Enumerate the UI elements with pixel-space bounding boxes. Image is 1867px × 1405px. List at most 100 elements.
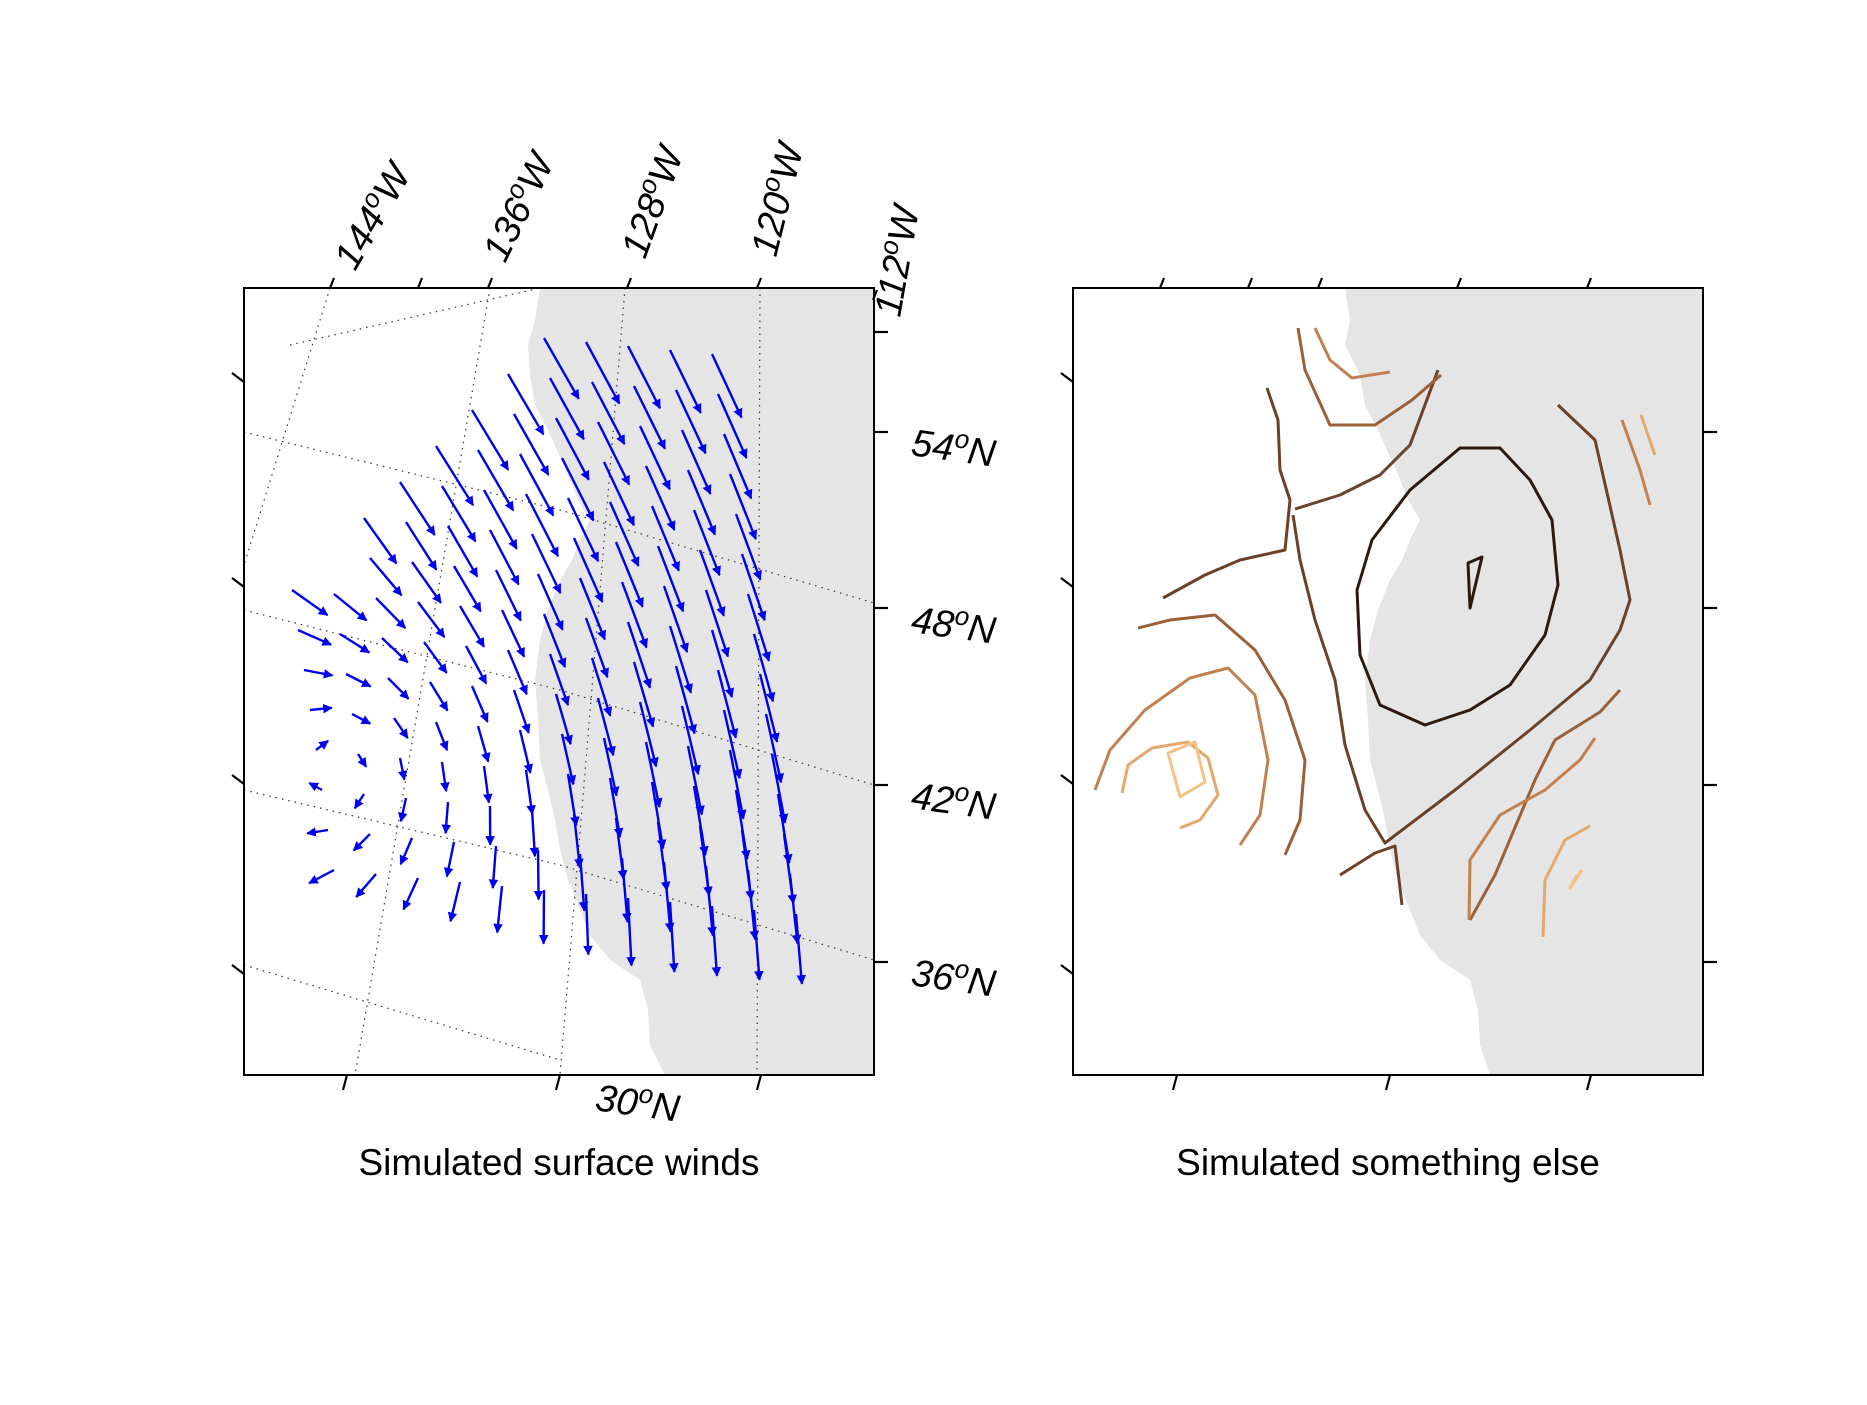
wind-arrow [596,421,631,486]
wind-arrow [488,529,520,586]
wind-arrow [590,657,613,717]
wind-arrow [387,677,410,700]
wind-arrow [524,493,560,558]
wind-arrow [578,853,589,912]
wind-arrow [608,501,640,567]
wind-arrow [447,881,462,923]
wind-arrow [375,597,407,629]
lat-label-36n: 36oN [909,947,999,1005]
wind-arrow [764,713,784,784]
wind-arrow [308,868,335,885]
wind-arrow [533,849,544,901]
wind-arrow [692,509,721,577]
wind-arrow [626,345,662,410]
wind-arrow [554,417,590,481]
lon-label-128w: 128oW [609,137,693,263]
contour-line [1355,446,1560,727]
wind-arrow [500,609,526,658]
right-map-panel: Simulated something else [1060,277,1717,1183]
wind-arrow [529,809,540,858]
wind-arrow [722,709,743,780]
wind-arrow [488,845,499,890]
wind-arrow [512,413,550,476]
wind-arrow [446,525,479,578]
wind-arrow [297,628,332,646]
wind-arrow [746,593,771,662]
wind-arrow [626,897,636,967]
wind-arrow [398,797,408,823]
wind-arrow [494,569,522,622]
wind-arrow [560,733,577,786]
wind-arrow [417,601,446,638]
wind-arrow [352,833,371,852]
wind-arrow [506,649,528,696]
wind-arrow [315,739,329,751]
wind-arrow [482,765,493,804]
wind-arrow [356,753,368,768]
wind-arrow [560,457,595,522]
wind-arrow [644,741,663,808]
wind-arrow [506,373,545,436]
contour-line [1294,369,1440,511]
lat-label-54n: 54oN [909,417,999,475]
wind-arrow [710,353,743,419]
wind-arrow [530,533,562,594]
wind-arrow [584,341,621,405]
wind-arrow [728,749,747,820]
contour-line [1313,327,1391,380]
wind-arrow [680,705,701,776]
wind-arrow [698,549,726,617]
wind-arrow [470,685,489,723]
wind-arrow [397,757,408,781]
wind-arrow [644,465,676,531]
wind-arrow [734,513,762,581]
contour-line [1093,666,1270,846]
wind-arrow [443,841,456,878]
wind-arrow [470,409,510,471]
wind-arrow [572,537,604,603]
wind-arrow [578,577,607,641]
wind-arrow [746,869,760,941]
wind-arrow [728,473,758,540]
wind-arrow [309,703,333,714]
wind-arrow [411,561,442,604]
wind-arrow [583,893,593,956]
contour-lines [1093,327,1657,938]
wind-arrow [542,613,567,668]
wind-arrow [308,781,323,792]
wind-arrow [554,693,573,746]
wind-arrow [518,453,555,517]
wind-arrow [674,665,697,735]
lon-ticks-top-left [328,277,879,301]
wind-arrow [632,385,667,450]
right-map-frame [1072,287,1704,1076]
wind-arrow [369,557,403,597]
wind-arrow [788,873,802,945]
wind-arrow [662,861,675,933]
wind-arrow [794,913,806,985]
wind-arrow [434,721,449,752]
wind-arrow [602,737,620,797]
wind-arrow [590,381,626,445]
lat-ticks-left [231,330,888,975]
contour-line [1162,387,1292,600]
lon-label-136w: 136oW [471,142,564,268]
wind-arrow [303,668,334,679]
contour-line [1639,414,1657,456]
wind-arrow [423,641,448,674]
wind-arrow [441,801,452,835]
wind-arrow [632,661,656,728]
wind-arrow [662,585,689,654]
contour-line [1296,327,1442,427]
wind-arrow [668,349,702,414]
wind-arrow [650,781,667,850]
left-panel-caption: Simulated surface winds [358,1142,759,1183]
wind-arrow [710,905,722,977]
lon-label-112w: 112oW [863,199,929,319]
wind-arrow [758,673,780,743]
wind-arrow [464,645,488,685]
wind-arrow [596,697,616,757]
wind-arrow [548,377,585,441]
wind-arrow [333,593,368,622]
contour-line [1568,869,1584,890]
